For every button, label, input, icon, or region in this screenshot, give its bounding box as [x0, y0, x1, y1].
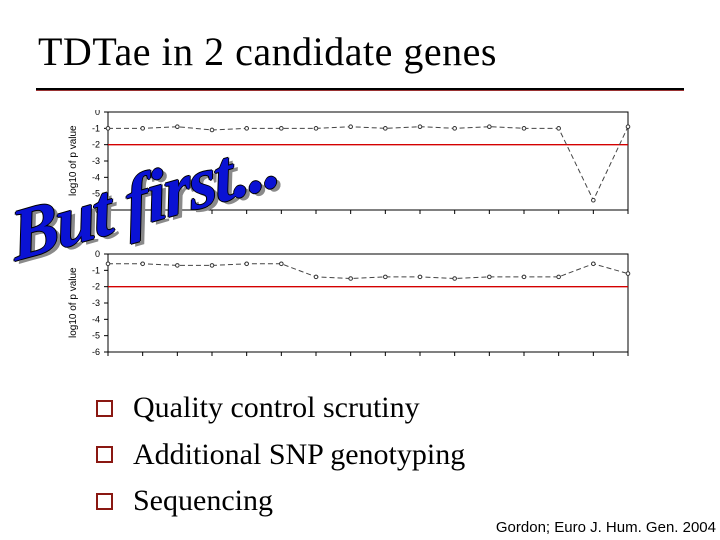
svg-text:-5: -5	[92, 189, 100, 199]
svg-text:-3: -3	[92, 156, 100, 166]
list-item: Additional SNP genotyping	[96, 435, 465, 476]
chart-svg: 0 -1 -2 -3 -4 -5 -6 0 -1 -2 -3 -4 -5 -6	[74, 110, 640, 372]
svg-text:-2: -2	[92, 140, 100, 150]
svg-text:-4: -4	[92, 172, 100, 182]
svg-text:-5: -5	[92, 331, 100, 341]
svg-text:0: 0	[95, 249, 100, 259]
bullet-box-icon	[96, 400, 113, 417]
bullet-box-icon	[96, 493, 113, 510]
bullet-text: Quality control scrutiny	[133, 388, 420, 429]
citation-text: Gordon; Euro J. Hum. Gen. 2004	[496, 519, 716, 536]
svg-text:-3: -3	[92, 298, 100, 308]
svg-text:-6: -6	[92, 347, 100, 357]
chart-area: 0-1-2-3-4-5-60-1-2-3-4-5-6 log10 of p va…	[74, 110, 640, 372]
svg-text:0: 0	[95, 110, 100, 117]
title-underline	[36, 88, 684, 91]
bullet-text: Sequencing	[133, 481, 273, 522]
bullet-list: Quality control scrutiny Additional SNP …	[96, 388, 465, 528]
page-title: TDTae in 2 candidate genes	[38, 28, 497, 75]
list-item: Quality control scrutiny	[96, 388, 465, 429]
svg-text:-1: -1	[92, 123, 100, 133]
list-item: Sequencing	[96, 481, 465, 522]
bullet-text: Additional SNP genotyping	[133, 435, 465, 476]
svg-text:-4: -4	[92, 314, 100, 324]
y-axis-label-panel1: log10 of p value	[68, 125, 79, 196]
svg-text:-6: -6	[92, 205, 100, 215]
y-axis-label-panel2: log10 of p value	[68, 267, 79, 338]
svg-text:-2: -2	[92, 282, 100, 292]
bullet-box-icon	[96, 446, 113, 463]
svg-text:-1: -1	[92, 265, 100, 275]
